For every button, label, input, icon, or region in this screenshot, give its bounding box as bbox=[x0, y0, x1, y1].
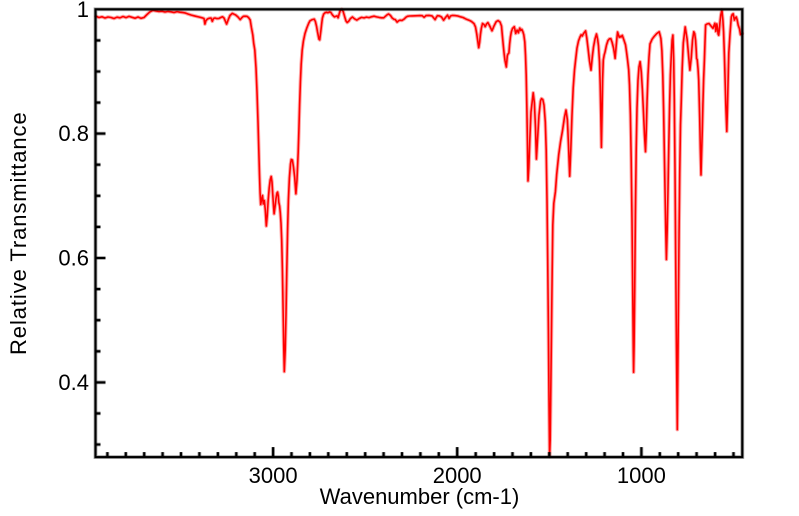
svg-text:1000: 1000 bbox=[617, 463, 666, 488]
svg-text:Relative Transmittance: Relative Transmittance bbox=[6, 111, 31, 355]
svg-text:0.8: 0.8 bbox=[58, 121, 89, 146]
svg-text:Wavenumber (cm-1): Wavenumber (cm-1) bbox=[320, 484, 520, 509]
svg-text:0.4: 0.4 bbox=[58, 370, 89, 395]
svg-text:1: 1 bbox=[77, 0, 89, 22]
svg-text:2000: 2000 bbox=[433, 463, 482, 488]
svg-text:3000: 3000 bbox=[249, 463, 298, 488]
svg-text:0.6: 0.6 bbox=[58, 246, 89, 271]
